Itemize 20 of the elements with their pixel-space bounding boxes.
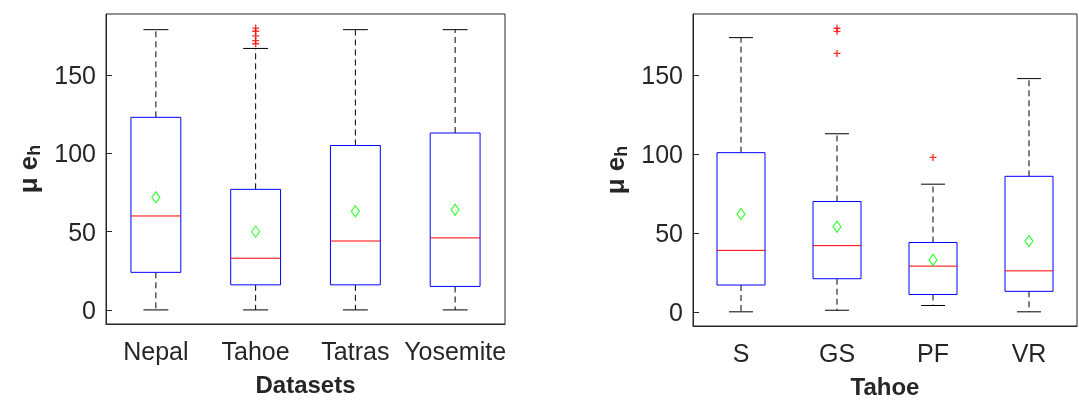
y-tick-label: 150: [54, 61, 96, 90]
x-tick-label: GS: [818, 338, 856, 367]
y-tick-label: 0: [669, 297, 683, 326]
x-tick-label: VR: [1011, 338, 1047, 367]
y-axis-title: μ eh: [600, 145, 632, 195]
y-tick-label: 100: [54, 139, 96, 168]
x-axis-title: Tahoe: [850, 372, 920, 400]
x-tick-label: Tahoe: [221, 336, 290, 365]
y-tick-label: 150: [641, 61, 683, 90]
x-axis-title: Datasets: [255, 370, 356, 398]
x-tick-label: S: [732, 338, 750, 367]
y-tick-label: 100: [641, 140, 683, 169]
x-tick-label: Nepal: [123, 336, 189, 365]
y-tick-label: 0: [82, 295, 96, 324]
y-tick-label: 50: [68, 217, 96, 246]
y-axis-title: μ eh: [13, 144, 45, 194]
y-tick-label: 50: [655, 219, 683, 248]
x-tick-label: Tatras: [321, 336, 390, 365]
x-tick-label: PF: [917, 338, 949, 367]
x-tick-label: Yosemite: [404, 336, 507, 365]
